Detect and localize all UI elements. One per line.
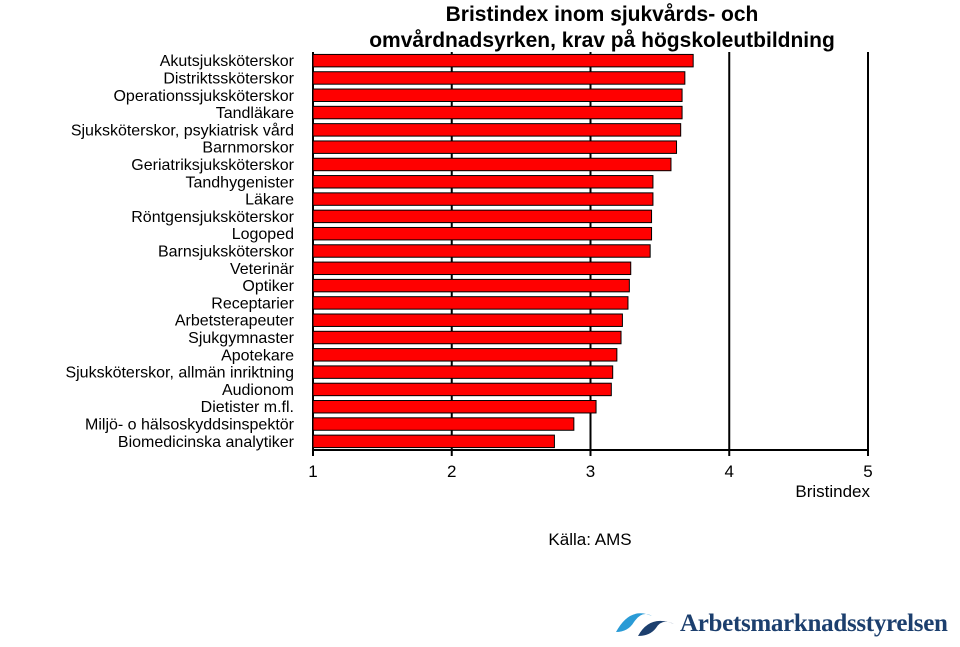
bar (312, 382, 612, 397)
category-label: Biomedicinska analytiker (118, 434, 295, 451)
arbetsmarknadsstyrelsen-logo-icon (616, 613, 674, 636)
x-tick-label: 1 (308, 462, 317, 481)
bar (312, 192, 654, 206)
bar (312, 296, 629, 310)
category-label: Tandhygenister (185, 174, 294, 191)
bar (312, 417, 575, 431)
category-label: Optiker (242, 278, 294, 295)
bar (312, 88, 683, 102)
category-label: Sjuksköterskor, allmän inriktning (65, 365, 294, 382)
x-tick-label: 5 (863, 462, 872, 481)
bar (312, 365, 614, 379)
category-label: Barnmorskor (202, 140, 294, 157)
category-label: Sjuksköterskor, psykiatrisk vård (71, 121, 294, 139)
bar (312, 261, 632, 276)
bar (312, 53, 694, 68)
category-label: Röntgensjuksköterskor (131, 209, 294, 226)
bar (312, 313, 623, 327)
logo-text: Arbetsmarknadsstyrelsen (680, 610, 948, 637)
bar (312, 105, 683, 120)
category-label: Veterinär (230, 261, 295, 278)
category-label: Akutsjuksköterskor (160, 53, 295, 70)
bar (312, 175, 654, 189)
chart-title-line-1: Bristindex inom sjukvårds- och (445, 3, 759, 26)
bar (312, 157, 672, 172)
x-tick-label: 4 (725, 462, 734, 481)
category-label: Geriatriksjuksköterskor (131, 157, 294, 174)
bar (312, 123, 682, 137)
category-label: Apotekare (221, 347, 294, 364)
category-label: Läkare (245, 192, 294, 209)
bar (312, 209, 653, 224)
category-label: Miljö- o hälsoskyddsinspektör (85, 417, 295, 434)
bar (312, 71, 686, 85)
bar (312, 244, 651, 258)
x-tick-label: 2 (447, 462, 456, 481)
bar (312, 140, 678, 154)
category-label: Logoped (232, 226, 294, 243)
x-tick-label: 3 (586, 462, 595, 481)
category-label: Tandläkare (216, 105, 294, 122)
category-label: Sjukgymnaster (188, 330, 294, 347)
bar (312, 278, 630, 293)
category-label: Distriktssköterskor (163, 70, 294, 87)
bar (312, 330, 622, 345)
bar (312, 434, 555, 449)
category-label: Arbetsterapeuter (175, 313, 295, 330)
chart-title-line-2: omvårdnadsyrken, krav på högskoleutbildn… (369, 29, 835, 52)
x-axis-label: Bristindex (795, 482, 870, 501)
bar (312, 226, 653, 241)
category-label: Operationssjuksköterskor (113, 88, 294, 105)
category-label: Receptarier (211, 295, 294, 312)
source-note: Källa: AMS (548, 530, 632, 549)
category-label: Audionom (222, 382, 294, 399)
category-label: Dietister m.fl. (201, 399, 294, 416)
chart-title: Bristindex inom sjukvårds- och omvårdnad… (312, 2, 892, 54)
category-label: Barnsjuksköterskor (158, 244, 295, 261)
bar (312, 348, 618, 362)
bar (312, 400, 597, 414)
